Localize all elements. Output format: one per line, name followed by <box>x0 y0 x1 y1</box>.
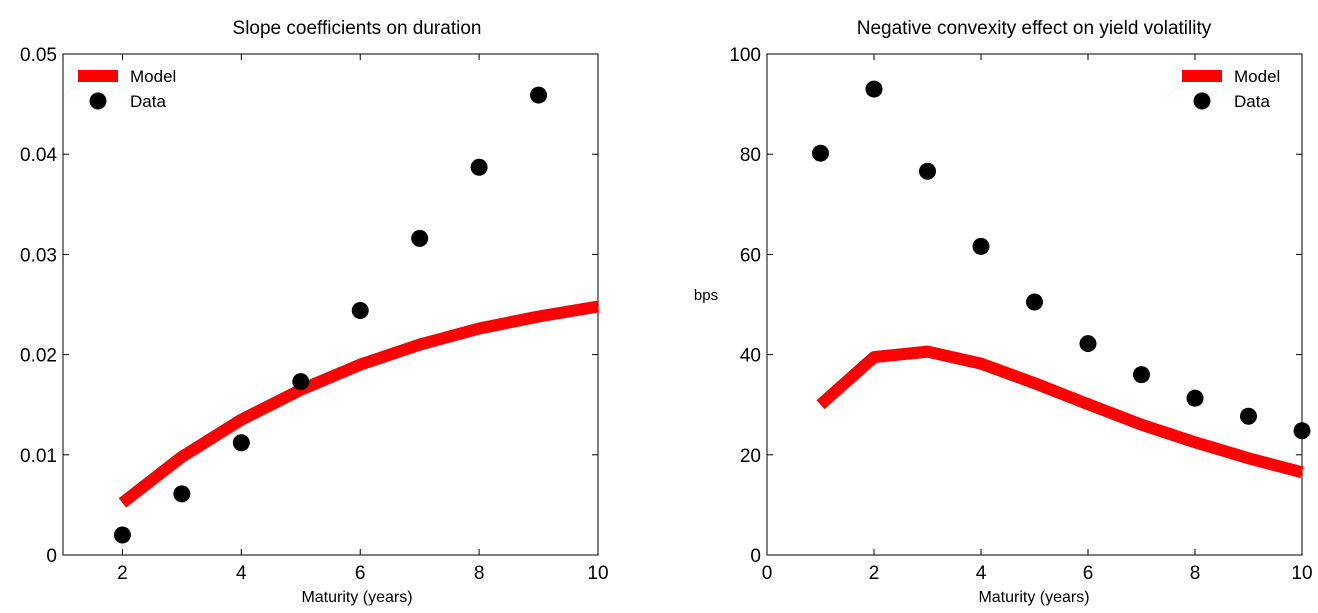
x-tick-label: 6 <box>1083 563 1094 584</box>
legend-swatch-marker <box>1193 92 1211 110</box>
y-tick-label: 80 <box>740 145 761 166</box>
y-tick-label: 100 <box>729 45 761 66</box>
y-tick-label: 0.04 <box>20 145 57 166</box>
legend-entry-label: Model <box>1234 67 1280 86</box>
x-tick-label: 4 <box>236 563 247 584</box>
legend-entry-label: Data <box>130 92 166 111</box>
data-point-data <box>411 229 429 247</box>
data-point-data <box>812 144 829 162</box>
legend: Model Data <box>1182 67 1280 111</box>
data-point-data <box>919 162 936 180</box>
data-point-data <box>865 80 883 98</box>
data-point-data <box>232 434 250 452</box>
data-point-data <box>1079 335 1097 353</box>
data-point-data <box>1186 389 1204 407</box>
data-point-data <box>113 526 131 544</box>
y-tick-label: 60 <box>740 245 761 266</box>
y-tick-label: 0.02 <box>20 346 57 367</box>
y-tick-label: 0 <box>750 546 761 567</box>
chart-title: Slope coefficients on duration <box>233 18 482 39</box>
x-tick-label: 2 <box>117 563 128 584</box>
y-axis-label: bps <box>694 287 718 304</box>
data-point-data <box>173 485 191 503</box>
x-tick-label: 6 <box>355 563 366 584</box>
legend: Model Data <box>78 67 176 111</box>
series-line-model <box>816 345 1304 479</box>
data-point-data <box>972 237 990 255</box>
legend-entry-label: Data <box>1234 92 1270 111</box>
y-tick-label: 0.05 <box>20 45 57 66</box>
plot-area-frame <box>766 53 1303 556</box>
legend-swatch-marker <box>89 92 107 110</box>
chart-panel-negative-convexity: Negative convexity effect on yield volat… <box>694 18 1313 606</box>
data-point-data <box>1133 366 1150 384</box>
chart-panel-slope-coefficients: Slope coefficients on duration Maturity … <box>20 18 609 606</box>
data-point-data <box>351 302 369 320</box>
data-point-data <box>470 158 488 176</box>
y-tick-label: 20 <box>740 446 761 467</box>
x-tick-label: 0 <box>762 563 773 584</box>
data-point-data <box>1293 422 1311 440</box>
x-tick-label: 8 <box>474 563 485 584</box>
y-tick-label: 40 <box>740 346 761 367</box>
data-point-data <box>530 86 548 104</box>
x-tick-label: 2 <box>869 563 880 584</box>
x-axis-label: Maturity (years) <box>978 589 1089 606</box>
data-point-data <box>292 373 310 391</box>
data-point-data <box>1026 293 1043 311</box>
y-tick-label: 0 <box>46 546 57 567</box>
chart-title: Negative convexity effect on yield volat… <box>857 18 1212 39</box>
data-point-data <box>1240 407 1257 425</box>
legend-entry-label: Model <box>130 67 176 86</box>
x-axis-label: Maturity (years) <box>301 589 412 606</box>
x-tick-label: 10 <box>587 563 608 584</box>
series-line-model <box>118 300 599 508</box>
x-tick-label: 8 <box>1190 563 1201 584</box>
y-tick-label: 0.01 <box>20 446 57 467</box>
x-tick-label: 4 <box>976 563 987 584</box>
plot-area-frame <box>62 53 599 556</box>
x-tick-label: 10 <box>1291 563 1312 584</box>
y-tick-label: 0.03 <box>20 245 57 266</box>
